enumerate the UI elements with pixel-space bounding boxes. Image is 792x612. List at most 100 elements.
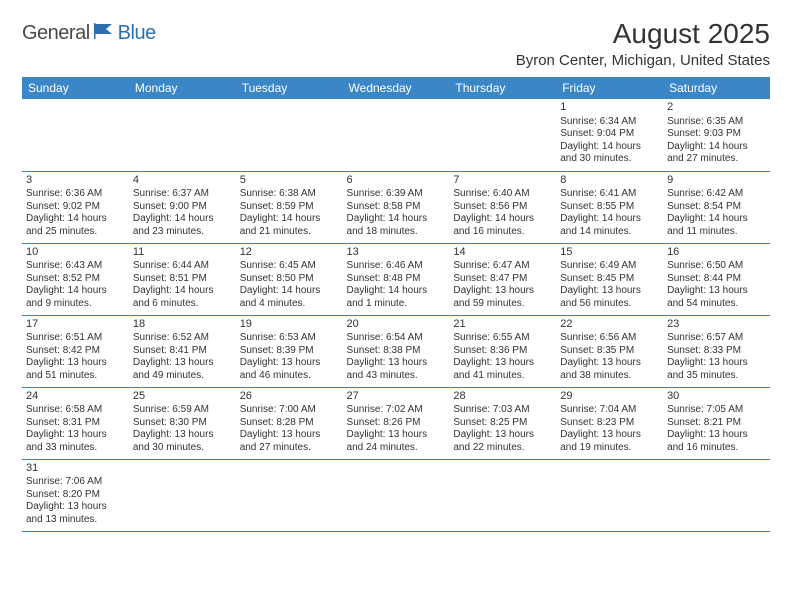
calendar-cell: 26Sunrise: 7:00 AMSunset: 8:28 PMDayligh… [236,387,343,459]
daylight-text: and 49 minutes. [133,370,232,383]
sunrise-text: Sunrise: 7:04 AM [560,404,659,417]
calendar-cell [556,459,663,531]
sunset-text: Sunset: 8:25 PM [453,417,552,430]
sunset-text: Sunset: 8:21 PM [667,417,766,430]
calendar-cell [22,99,129,171]
calendar-week-row: 1Sunrise: 6:34 AMSunset: 9:04 PMDaylight… [22,99,770,171]
sunrise-text: Sunrise: 6:52 AM [133,332,232,345]
sunrise-text: Sunrise: 7:00 AM [240,404,339,417]
sunrise-text: Sunrise: 6:42 AM [667,188,766,201]
sunset-text: Sunset: 8:52 PM [26,273,125,286]
daylight-text: Daylight: 13 hours [667,429,766,442]
daylight-text: and 46 minutes. [240,370,339,383]
day-number: 28 [453,390,552,404]
day-number: 9 [667,174,766,188]
calendar-cell: 3Sunrise: 6:36 AMSunset: 9:02 PMDaylight… [22,171,129,243]
day-number: 7 [453,174,552,188]
daylight-text: Daylight: 13 hours [133,357,232,370]
month-title: August 2025 [516,18,770,50]
logo-text-general: General [22,22,90,45]
sunset-text: Sunset: 8:35 PM [560,345,659,358]
daylight-text: Daylight: 13 hours [240,357,339,370]
calendar-cell: 19Sunrise: 6:53 AMSunset: 8:39 PMDayligh… [236,315,343,387]
daylight-text: Daylight: 13 hours [133,429,232,442]
sunset-text: Sunset: 9:04 PM [560,128,659,141]
sunrise-text: Sunrise: 6:58 AM [26,404,125,417]
calendar-cell: 4Sunrise: 6:37 AMSunset: 9:00 PMDaylight… [129,171,236,243]
calendar-cell [343,99,450,171]
daylight-text: Daylight: 14 hours [133,213,232,226]
daylight-text: Daylight: 14 hours [560,141,659,154]
daylight-text: and 13 minutes. [26,514,125,527]
day-number: 11 [133,246,232,260]
sunrise-text: Sunrise: 6:53 AM [240,332,339,345]
sunrise-text: Sunrise: 6:35 AM [667,116,766,129]
calendar-cell [663,459,770,531]
calendar-cell: 11Sunrise: 6:44 AMSunset: 8:51 PMDayligh… [129,243,236,315]
sunrise-text: Sunrise: 6:45 AM [240,260,339,273]
calendar-page: General Blue August 2025 Byron Center, M… [0,0,792,550]
day-header: Sunday [22,77,129,99]
daylight-text: and 9 minutes. [26,298,125,311]
sunrise-text: Sunrise: 6:43 AM [26,260,125,273]
day-header-row: Sunday Monday Tuesday Wednesday Thursday… [22,77,770,99]
daylight-text: Daylight: 13 hours [453,429,552,442]
daylight-text: Daylight: 14 hours [667,141,766,154]
sunset-text: Sunset: 8:51 PM [133,273,232,286]
day-number: 12 [240,246,339,260]
day-number: 6 [347,174,446,188]
calendar-cell [236,99,343,171]
calendar-cell [449,459,556,531]
sunset-text: Sunset: 8:50 PM [240,273,339,286]
sunset-text: Sunset: 8:36 PM [453,345,552,358]
sunrise-text: Sunrise: 6:44 AM [133,260,232,273]
sunset-text: Sunset: 8:39 PM [240,345,339,358]
calendar-cell: 9Sunrise: 6:42 AMSunset: 8:54 PMDaylight… [663,171,770,243]
calendar-cell [129,459,236,531]
sunset-text: Sunset: 9:03 PM [667,128,766,141]
calendar-cell: 31Sunrise: 7:06 AMSunset: 8:20 PMDayligh… [22,459,129,531]
sunrise-text: Sunrise: 6:54 AM [347,332,446,345]
daylight-text: Daylight: 14 hours [453,213,552,226]
daylight-text: Daylight: 13 hours [26,357,125,370]
calendar-cell [129,99,236,171]
sunrise-text: Sunrise: 6:40 AM [453,188,552,201]
daylight-text: and 54 minutes. [667,298,766,311]
daylight-text: Daylight: 13 hours [560,357,659,370]
sunrise-text: Sunrise: 7:03 AM [453,404,552,417]
sunset-text: Sunset: 8:33 PM [667,345,766,358]
calendar-cell: 30Sunrise: 7:05 AMSunset: 8:21 PMDayligh… [663,387,770,459]
daylight-text: Daylight: 14 hours [347,285,446,298]
daylight-text: and 56 minutes. [560,298,659,311]
sunset-text: Sunset: 8:31 PM [26,417,125,430]
day-number: 31 [26,462,125,476]
sunset-text: Sunset: 8:45 PM [560,273,659,286]
day-number: 17 [26,318,125,332]
daylight-text: and 24 minutes. [347,442,446,455]
day-header: Saturday [663,77,770,99]
day-number: 16 [667,246,766,260]
sunrise-text: Sunrise: 6:47 AM [453,260,552,273]
calendar-cell: 17Sunrise: 6:51 AMSunset: 8:42 PMDayligh… [22,315,129,387]
title-block: August 2025 Byron Center, Michigan, Unit… [516,18,770,69]
daylight-text: and 1 minute. [347,298,446,311]
sunrise-text: Sunrise: 6:39 AM [347,188,446,201]
calendar-cell: 8Sunrise: 6:41 AMSunset: 8:55 PMDaylight… [556,171,663,243]
calendar-cell: 21Sunrise: 6:55 AMSunset: 8:36 PMDayligh… [449,315,556,387]
daylight-text: Daylight: 14 hours [133,285,232,298]
day-number: 22 [560,318,659,332]
daylight-text: and 21 minutes. [240,226,339,239]
daylight-text: Daylight: 13 hours [667,357,766,370]
calendar-cell: 20Sunrise: 6:54 AMSunset: 8:38 PMDayligh… [343,315,450,387]
calendar-cell: 7Sunrise: 6:40 AMSunset: 8:56 PMDaylight… [449,171,556,243]
sunset-text: Sunset: 8:41 PM [133,345,232,358]
sunset-text: Sunset: 8:55 PM [560,201,659,214]
daylight-text: and 33 minutes. [26,442,125,455]
day-number: 18 [133,318,232,332]
calendar-cell: 22Sunrise: 6:56 AMSunset: 8:35 PMDayligh… [556,315,663,387]
daylight-text: and 30 minutes. [560,153,659,166]
calendar-week-row: 24Sunrise: 6:58 AMSunset: 8:31 PMDayligh… [22,387,770,459]
day-number: 19 [240,318,339,332]
day-number: 2 [667,101,766,115]
sunrise-text: Sunrise: 6:41 AM [560,188,659,201]
